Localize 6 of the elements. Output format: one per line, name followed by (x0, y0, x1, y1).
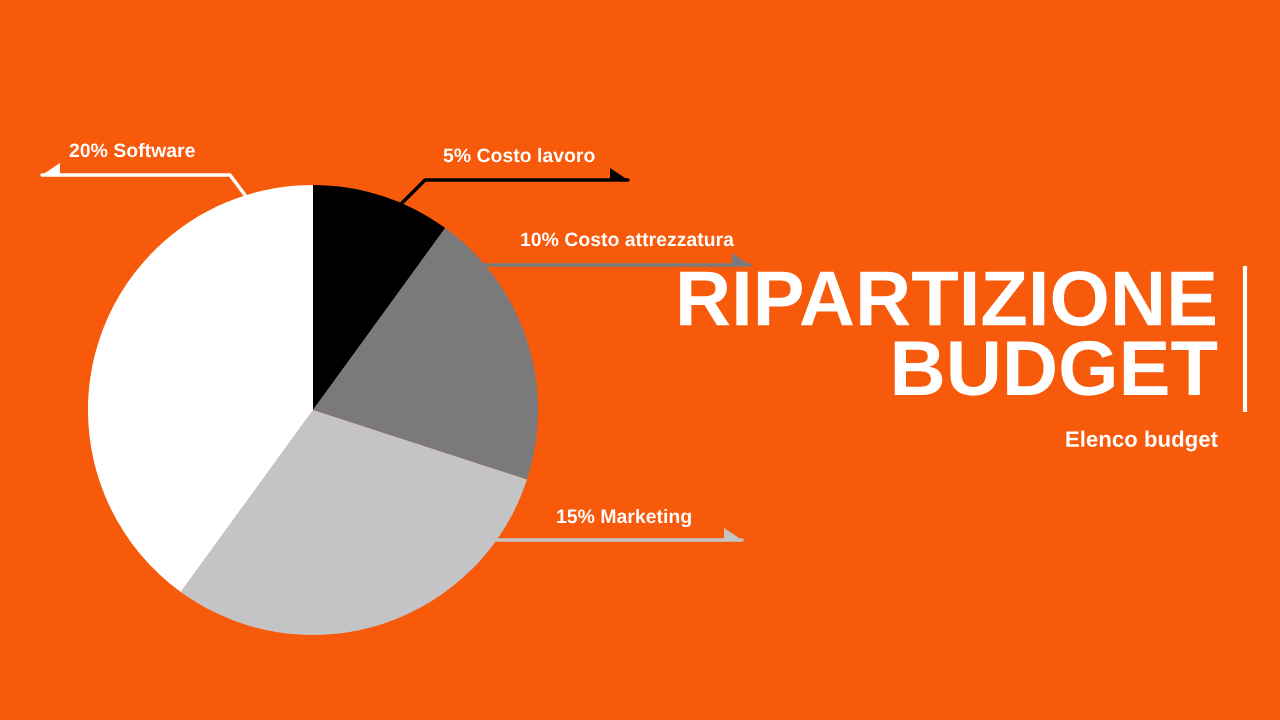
slice-label: 5% Costo lavoro (443, 147, 595, 163)
slice-label: 10% Costo attrezzatura (521, 232, 735, 247)
text: RIPARTIZIONE BUDGET (680, 270, 1218, 396)
text: Elenco budget (1066, 430, 1218, 452)
slice-label: 20% Software (69, 142, 195, 158)
slice-label: 15% Marketing (557, 508, 691, 528)
